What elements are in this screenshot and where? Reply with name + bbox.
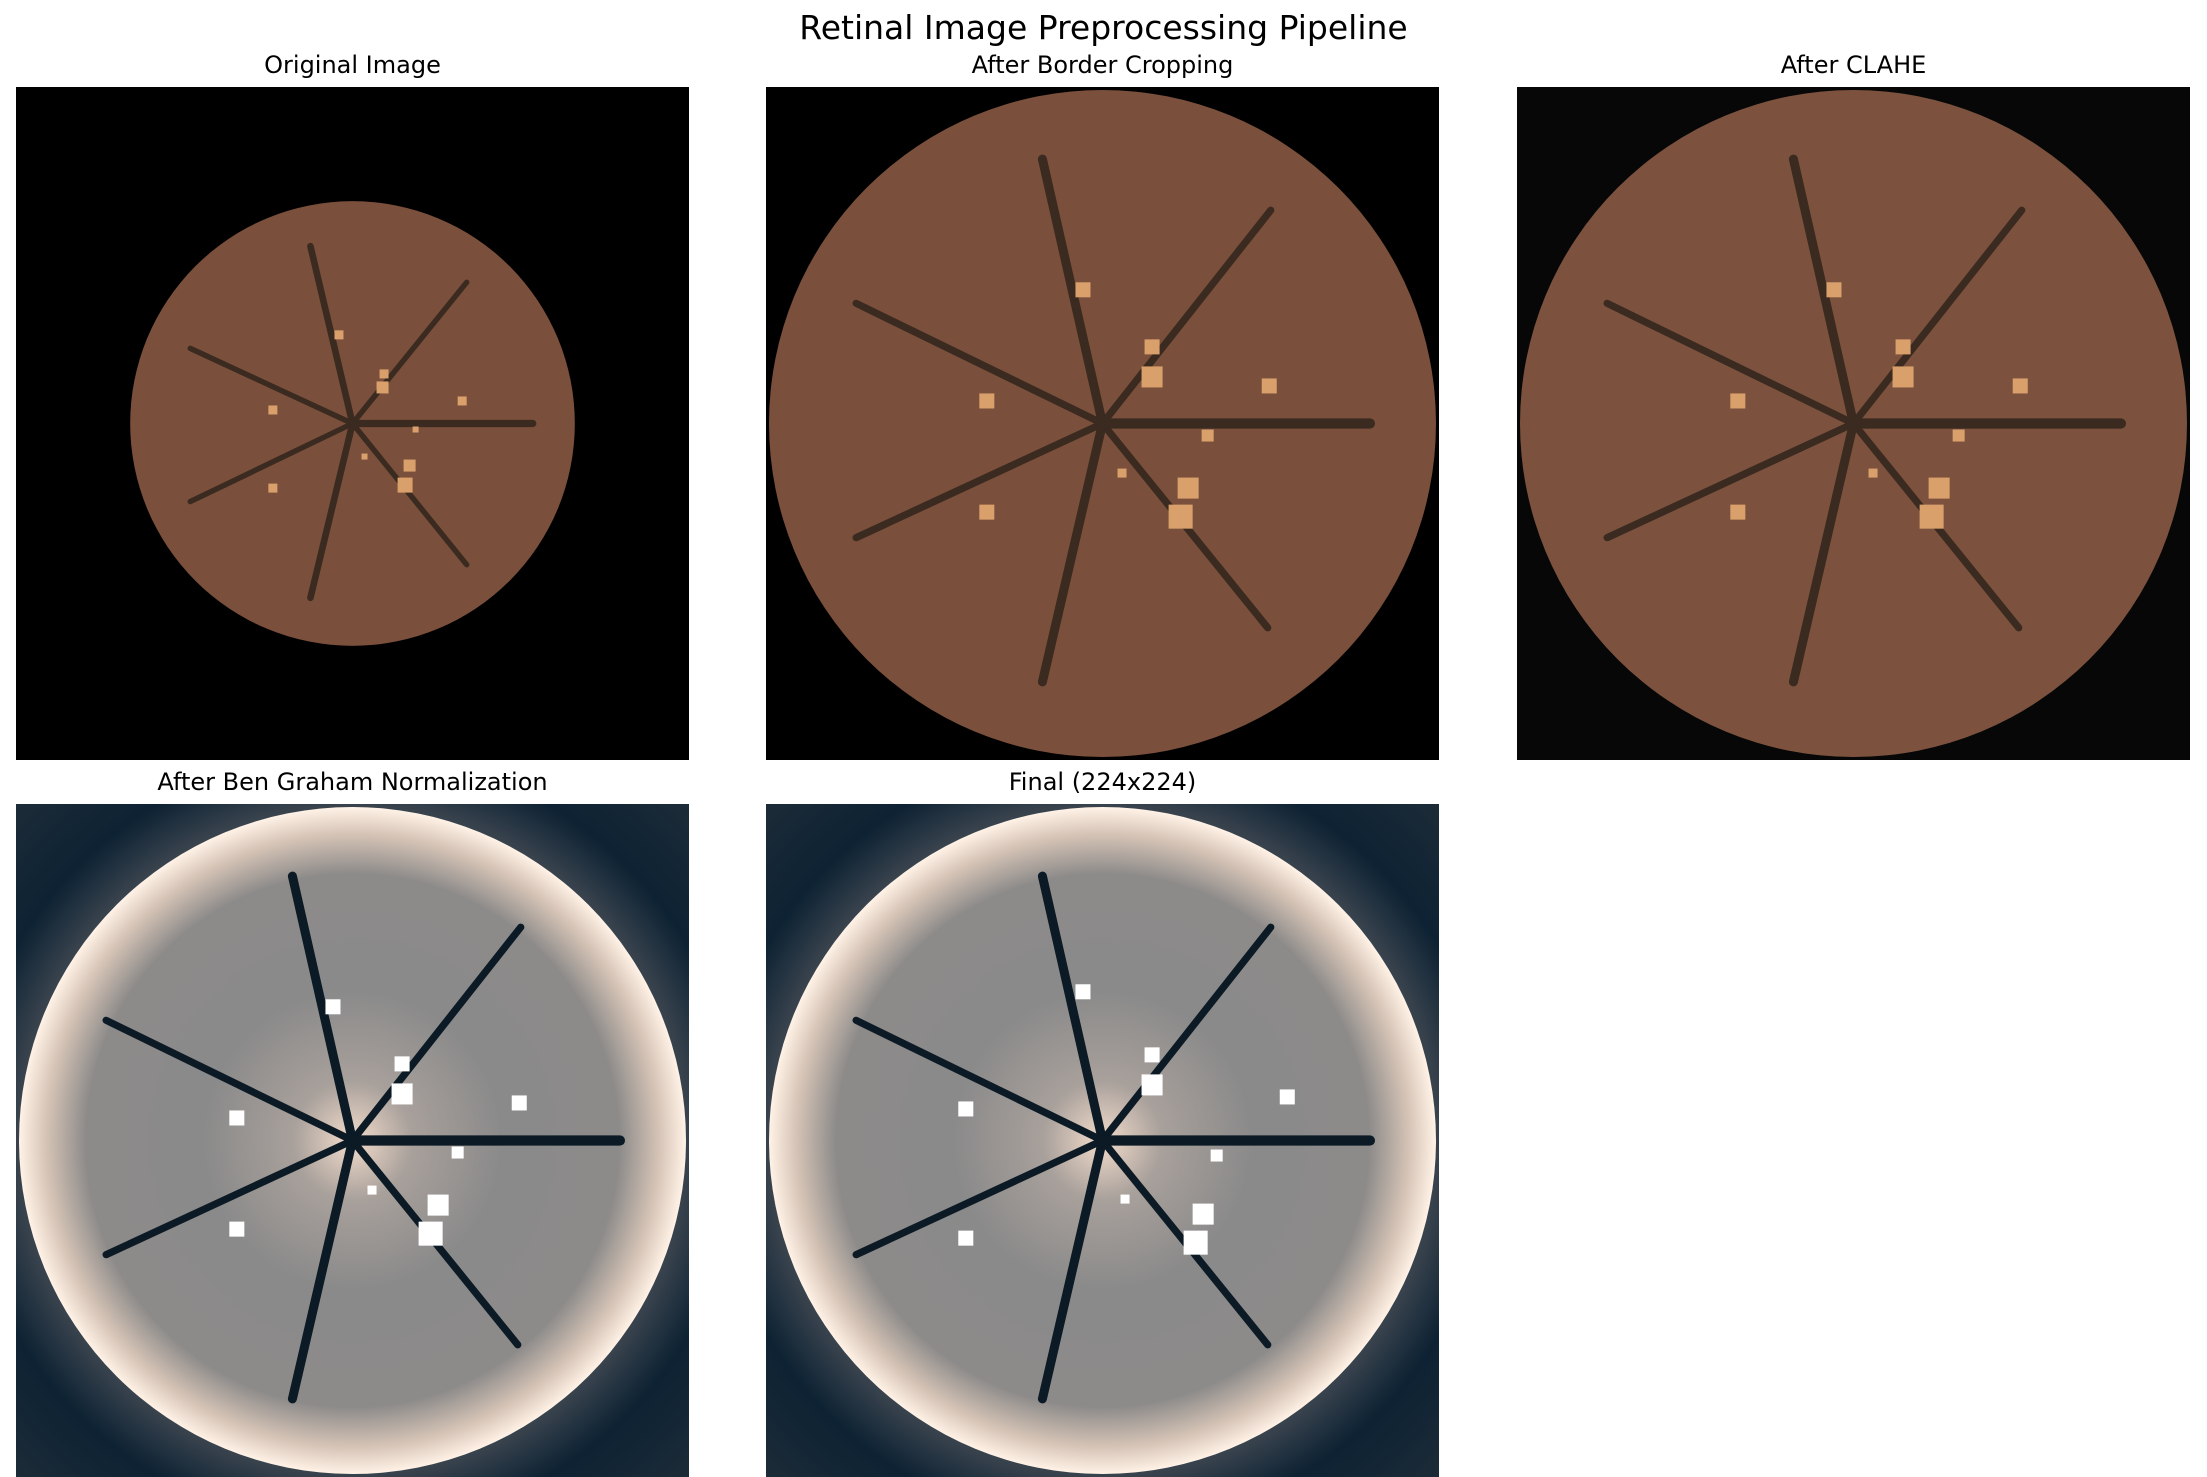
image-final <box>766 804 1439 1477</box>
panel-title-original: Original Image <box>264 51 441 79</box>
image-original <box>16 87 689 760</box>
panel-title-bengraham: After Ben Graham Normalization <box>157 768 548 796</box>
image-clahe <box>1517 87 2190 760</box>
panel-title-cropped: After Border Cropping <box>971 51 1234 79</box>
panel-title-final: Final (224x224) <box>1008 768 1197 796</box>
image-bengraham <box>16 804 689 1477</box>
image-cropped <box>766 87 1439 760</box>
figure-title: Retinal Image Preprocessing Pipeline <box>799 8 1408 47</box>
panel-title-clahe: After CLAHE <box>1780 51 1927 79</box>
